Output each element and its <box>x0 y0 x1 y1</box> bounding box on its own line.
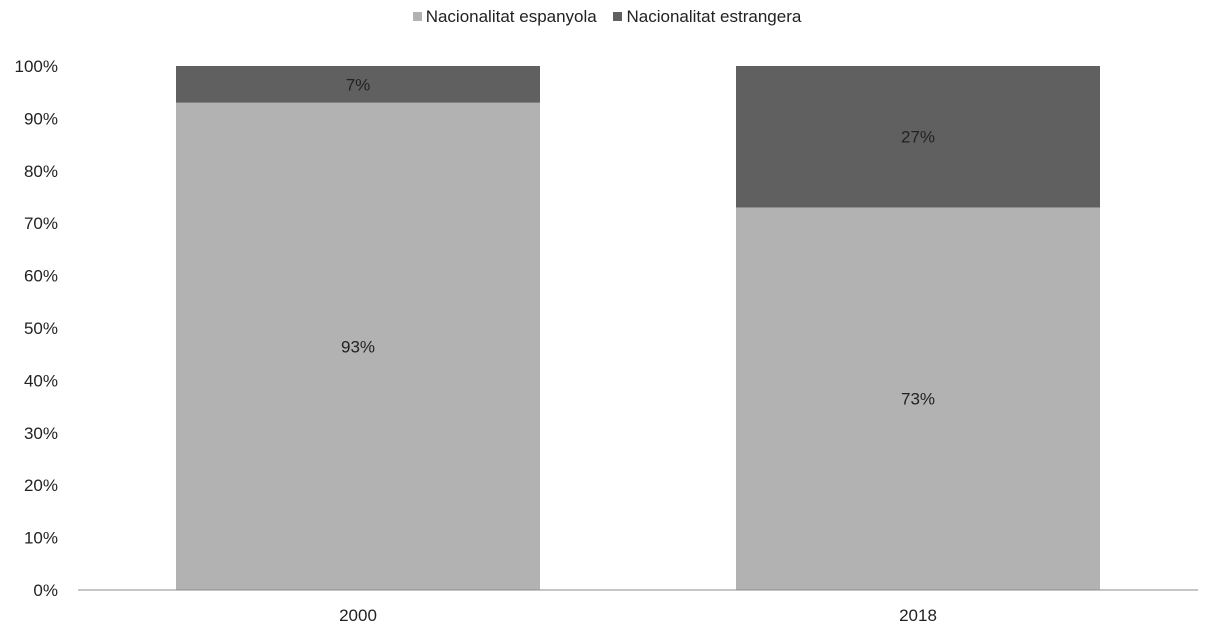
legend-label-estrangera: Nacionalitat estrangera <box>626 6 802 26</box>
legend-label-espanyola: Nacionalitat espanyola <box>425 6 597 26</box>
y-tick-label: 90% <box>24 109 58 128</box>
legend-swatch-estrangera <box>613 12 623 21</box>
bar-segment <box>736 66 1100 208</box>
data-label: 7% <box>346 75 371 94</box>
legend-item-estrangera: Nacionalitat estrangera <box>613 7 801 27</box>
data-label: 73% <box>901 390 935 409</box>
y-tick-label: 40% <box>24 371 58 390</box>
y-tick-label: 0% <box>33 581 58 600</box>
bar-segment <box>736 207 1100 591</box>
y-tick-label: 70% <box>24 214 58 233</box>
y-tick-label: 100% <box>15 57 58 76</box>
x-tick-label: 2018 <box>899 606 937 625</box>
y-tick-label: 80% <box>24 162 58 181</box>
y-tick-label: 10% <box>24 529 58 548</box>
y-tick-label: 30% <box>24 424 58 443</box>
x-tick-label: 2000 <box>339 606 377 625</box>
legend-swatch-espanyola <box>412 12 422 21</box>
bar-segment <box>176 102 540 591</box>
data-label: 93% <box>341 337 375 356</box>
y-tick-label: 50% <box>24 319 58 338</box>
data-label: 27% <box>901 128 935 147</box>
legend-item-espanyola: Nacionalitat espanyola <box>412 6 597 27</box>
y-tick-label: 60% <box>24 267 58 286</box>
bar-segment <box>176 66 540 103</box>
y-tick-label: 20% <box>24 476 58 495</box>
chart-legend: Nacionalitat espanyola Nacionalitat estr… <box>0 6 1214 27</box>
